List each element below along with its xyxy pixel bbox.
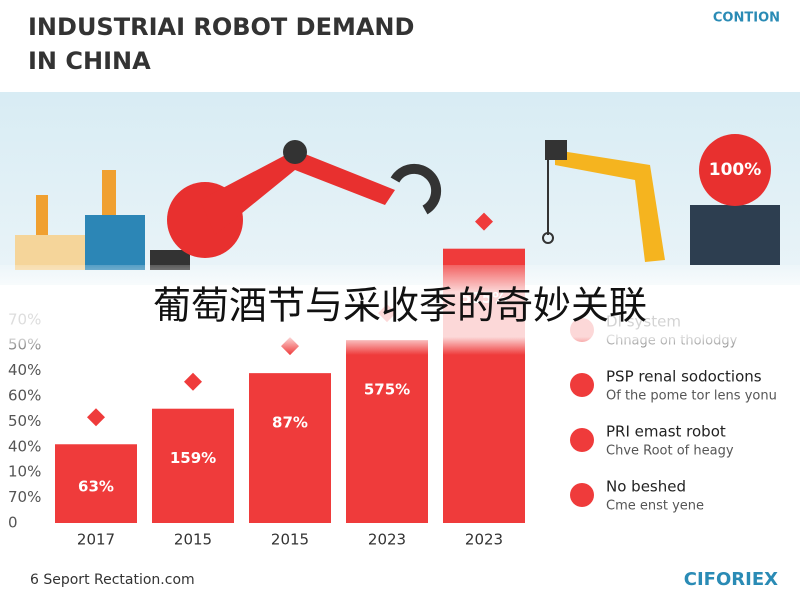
- y-tick-label: 40%: [8, 361, 41, 379]
- chimney: [36, 195, 48, 240]
- marker-diamond: [475, 212, 493, 231]
- chimney: [102, 170, 116, 220]
- bar: [152, 408, 234, 523]
- factory: [85, 215, 145, 270]
- bar-label: 575%: [364, 381, 410, 399]
- y-tick-label: 70%: [8, 488, 41, 506]
- y-tick-label: 50%: [8, 412, 41, 430]
- legend-dot: [570, 373, 594, 397]
- x-tick-label: 2017: [77, 531, 115, 549]
- overlay-text: 葡萄酒节与采收季的奇妙关联: [153, 284, 647, 328]
- y-tick-label: 0: [8, 514, 18, 532]
- bar-label: 63%: [78, 478, 114, 496]
- illustration: 100%: [0, 92, 800, 285]
- robot-head: [545, 140, 567, 160]
- y-tick-label: 10%: [8, 463, 41, 481]
- legend-dot: [570, 428, 594, 452]
- legend-title: No beshed: [606, 478, 686, 496]
- bar-label: 87%: [272, 414, 308, 432]
- y-tick-label: 60%: [8, 387, 41, 405]
- overlay-band: [0, 265, 800, 355]
- y-tick-label: 40%: [8, 437, 41, 455]
- legend-dot: [570, 483, 594, 507]
- bar: [55, 444, 137, 523]
- badge-label: 100%: [709, 160, 762, 180]
- footer-right: CIFORIEX: [684, 569, 778, 590]
- x-tick-label: 2015: [174, 531, 212, 549]
- robot-joint: [283, 140, 307, 164]
- x-tick-label: 2015: [271, 531, 309, 549]
- legend-subtitle: Chve Root of heagy: [606, 444, 734, 459]
- title-line: INDUSTRIAI ROBOT DEMAND: [28, 13, 414, 41]
- brand: CONTION: [713, 11, 780, 26]
- factory: [15, 235, 85, 270]
- bar: [249, 373, 331, 523]
- x-tick-label: 2023: [368, 531, 406, 549]
- legend-title: PSP renal sodoctions: [606, 368, 762, 386]
- robot-arm: [200, 150, 395, 235]
- robot-arm: [555, 150, 665, 262]
- bar-label: 159%: [170, 449, 216, 467]
- legend-subtitle: Of the pome tor lens yonu: [606, 389, 777, 404]
- robot-gripper: [390, 163, 442, 215]
- building: [690, 205, 780, 265]
- footer-left: 6 Seport Rectation.com: [30, 572, 195, 588]
- badge: [699, 134, 771, 206]
- robot-hook: [542, 232, 554, 244]
- marker-diamond: [87, 408, 105, 427]
- bar: [346, 340, 428, 523]
- title-line: IN CHINA: [28, 47, 151, 75]
- x-tick-label: 2023: [465, 531, 503, 549]
- legend-subtitle: Cme enst yene: [606, 499, 704, 514]
- marker-diamond: [184, 372, 202, 391]
- legend-title: PRI emast robot: [606, 423, 726, 441]
